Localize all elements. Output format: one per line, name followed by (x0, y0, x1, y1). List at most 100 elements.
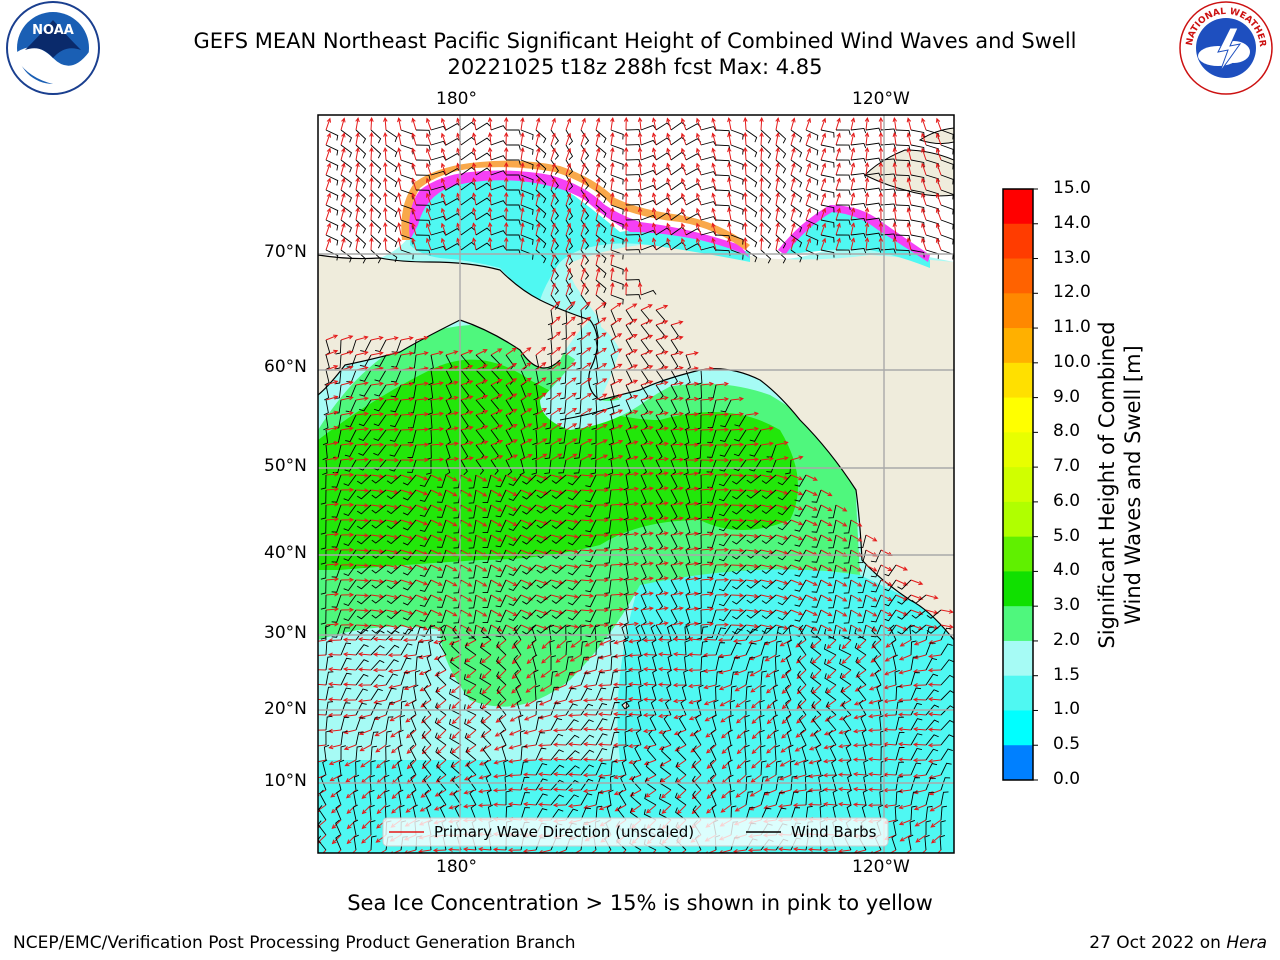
wave-direction-arrow (655, 472, 668, 476)
wave-direction-arrowhead (556, 407, 562, 413)
wave-direction-arrow (820, 238, 826, 251)
wind-barb (561, 339, 567, 355)
wave-direction-arrow (370, 177, 373, 191)
wind-barb (707, 564, 717, 578)
wind-barb (777, 504, 792, 516)
wind-barb (696, 519, 702, 535)
wind-barb (520, 792, 530, 806)
wind-barb (497, 700, 507, 716)
wave-direction-arrow (475, 474, 487, 482)
wave-direction-arrow (535, 534, 548, 540)
wind-barb (794, 609, 807, 622)
wind-barb (773, 729, 779, 746)
wave-direction-arrowhead (619, 502, 625, 507)
wind-barb (419, 534, 432, 547)
wind-barb (865, 232, 882, 238)
wave-direction-arrow (550, 594, 563, 599)
wave-direction-arrowhead (363, 381, 369, 386)
wave-direction-arrowhead (364, 488, 370, 493)
wind-barb (415, 234, 431, 241)
wave-direction-arrowhead (383, 131, 388, 137)
wave-direction-arrow (893, 193, 897, 206)
wind-barb (880, 173, 897, 179)
wave-direction-arrow (936, 208, 942, 221)
wave-direction-arrowhead (383, 221, 388, 227)
wave-direction-arrow (541, 669, 552, 678)
wave-direction-arrow (520, 609, 533, 616)
wave-direction-arrowhead (651, 207, 657, 213)
wave-direction-arrow (790, 178, 795, 191)
wave-direction-arrowhead (349, 562, 355, 568)
wind-barb (385, 219, 398, 233)
wind-barb (684, 399, 691, 416)
wave-direction-arrowhead (935, 192, 941, 198)
wave-direction-arrow (385, 398, 398, 401)
wind-barb (343, 474, 357, 487)
wave-direction-arrow (347, 834, 357, 844)
wind-barb (343, 579, 357, 592)
wave-direction-arrowhead (326, 132, 331, 138)
wind-barb (352, 819, 359, 836)
wind-barb (585, 474, 597, 488)
wave-direction-arrow (565, 534, 578, 538)
wave-direction-arrow (805, 133, 811, 146)
wind-barb (389, 444, 402, 457)
wave-direction-arrowhead (679, 442, 685, 447)
wave-direction-arrowhead (739, 623, 745, 628)
wave-direction-arrow (520, 238, 524, 251)
wave-direction-arrow (434, 804, 447, 811)
wind-barb (505, 234, 521, 240)
wind-barb (331, 594, 342, 608)
wave-direction-arrow (865, 178, 868, 191)
wave-direction-arrowhead (630, 808, 636, 813)
wave-direction-arrowhead (812, 521, 818, 526)
wave-direction-arrowhead (341, 192, 346, 198)
wind-barb (797, 685, 807, 701)
wind-barb (655, 414, 664, 431)
wind-barb (718, 549, 732, 562)
wind-barb (426, 444, 432, 460)
wave-direction-arrowhead (695, 132, 701, 138)
wind-barb (464, 658, 477, 671)
wave-direction-arrow (760, 458, 773, 461)
wave-direction-arrow (670, 397, 683, 401)
wave-direction-arrow (760, 117, 763, 131)
wave-direction-arrow (384, 237, 387, 251)
wave-direction-arrowhead (808, 760, 814, 765)
wave-direction-arrowhead (512, 362, 518, 368)
wave-direction-arrowhead (467, 522, 473, 527)
wave-direction-arrow (505, 534, 517, 541)
wave-direction-arrowhead (868, 700, 874, 705)
wind-barb (695, 714, 702, 731)
wind-barb (850, 187, 867, 194)
wind-barb (355, 144, 367, 159)
wind-barb (880, 203, 897, 209)
wave-direction-arrowhead (542, 453, 548, 458)
wave-direction-arrow (398, 178, 402, 191)
wave-direction-arrow (745, 594, 758, 598)
wave-direction-arrowhead (334, 501, 340, 507)
wave-direction-arrowhead (775, 162, 780, 168)
wave-direction-arrow (520, 624, 533, 631)
wind-barb (786, 729, 792, 746)
wind-barb (634, 744, 642, 761)
wind-barb (940, 705, 954, 716)
wave-direction-arrow (670, 336, 683, 341)
wave-direction-arrow (676, 774, 687, 784)
wind-barb (374, 354, 387, 367)
wave-direction-arrowhead (663, 591, 669, 596)
wave-direction-arrow (913, 713, 927, 716)
wave-direction-arrowhead (482, 612, 488, 617)
wave-direction-arrow (568, 743, 582, 746)
wave-direction-arrowhead (750, 778, 756, 783)
wave-direction-arrow (655, 458, 668, 461)
wind-barb (777, 549, 792, 561)
wave-direction-arrowhead (724, 396, 730, 402)
wave-direction-arrow (899, 654, 912, 661)
wave-direction-arrow (355, 163, 359, 176)
wave-direction-arrowhead (566, 147, 572, 153)
wind-barb (824, 658, 837, 671)
wave-direction-arrow (820, 609, 832, 617)
wave-direction-arrowhead (734, 687, 740, 692)
wind-barb (850, 247, 867, 254)
